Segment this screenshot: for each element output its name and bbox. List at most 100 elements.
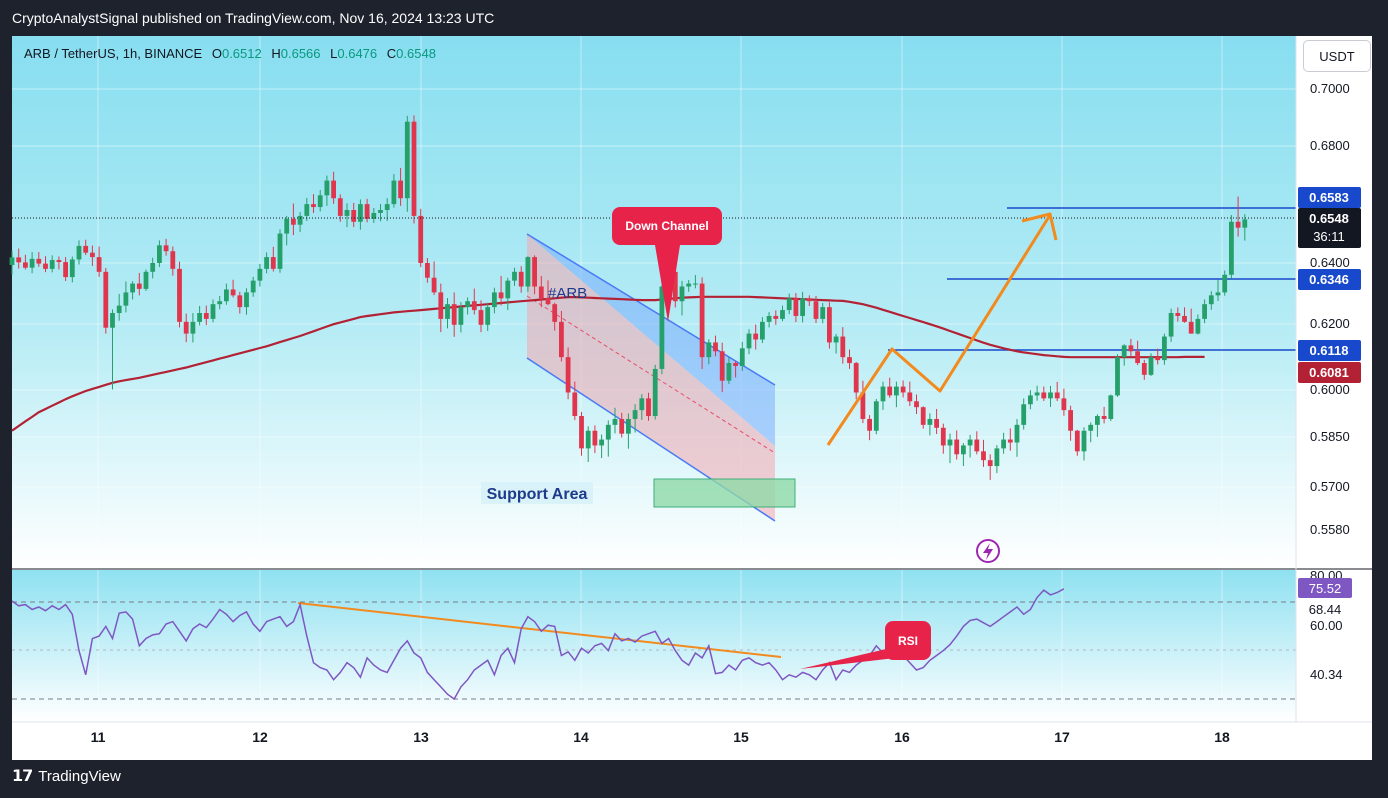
candle	[1175, 307, 1181, 322]
candle-body	[324, 180, 330, 196]
badge-top-level: 0.6583	[1298, 187, 1361, 208]
candle	[224, 283, 229, 305]
candle	[136, 272, 142, 296]
candle-body	[16, 257, 22, 263]
candle-body	[726, 363, 732, 381]
candle-body	[492, 292, 497, 308]
rsi-callout-label: RSI	[898, 634, 918, 648]
candle	[83, 239, 89, 256]
candle-body	[1108, 395, 1114, 419]
candle	[780, 305, 785, 322]
symbol-name[interactable]: ARB / TetherUS, 1h, BINANCE	[24, 46, 203, 61]
candle-body	[351, 210, 357, 222]
candle-body	[1141, 363, 1147, 375]
candle-body	[1034, 392, 1040, 396]
candle	[1188, 308, 1194, 334]
candle	[163, 238, 169, 256]
candle	[518, 266, 524, 293]
candle-body	[270, 257, 276, 269]
candle-body	[264, 257, 269, 269]
candle-body	[136, 283, 142, 289]
candle-body	[438, 292, 444, 319]
candle-body	[813, 301, 819, 319]
candle-body	[646, 398, 651, 417]
candle-body	[505, 280, 511, 299]
candle-body	[947, 439, 953, 446]
candle-body	[1115, 357, 1120, 396]
candle-body	[69, 259, 75, 278]
price-tick-label: 0.6000	[1310, 382, 1350, 397]
candle	[1007, 428, 1013, 451]
candle	[579, 411, 584, 456]
candle	[538, 275, 544, 308]
candle	[337, 194, 343, 222]
candle-body	[36, 258, 42, 264]
tradingview-logo[interactable]: 𝟭𝟳 TradingView	[12, 766, 121, 786]
candle-body	[887, 386, 893, 396]
projection-arrow-head	[1021, 212, 1058, 241]
candle-body	[954, 439, 960, 455]
candle	[1101, 406, 1107, 424]
candle	[1021, 398, 1027, 430]
candle	[706, 339, 712, 365]
candle-body	[404, 121, 410, 199]
badge-rsi-value: 75.52	[1298, 578, 1352, 598]
candle-body	[840, 336, 846, 358]
candle-body	[626, 418, 631, 434]
candle	[813, 295, 819, 324]
candle	[364, 198, 370, 223]
candle-body	[498, 292, 504, 299]
candle-body	[1001, 439, 1006, 449]
candle	[1202, 299, 1207, 324]
currency-button[interactable]: USDT	[1303, 40, 1371, 72]
candle	[230, 279, 236, 298]
candle	[36, 252, 42, 267]
candle	[1229, 215, 1234, 279]
price-axis[interactable]: 0.7000 0.6800 0.6400 0.6200 0.6000 0.585…	[1310, 81, 1350, 537]
candle	[143, 269, 149, 291]
candle-body	[257, 268, 263, 281]
candle	[431, 261, 437, 296]
candle-body	[592, 430, 598, 446]
candle	[1095, 414, 1100, 437]
symbol-ohlc-legend: ARB / TetherUS, 1h, BINANCE O0.6512 H0.6…	[24, 46, 436, 61]
time-axis[interactable]: 11 12 13 14 15 16 17 18	[91, 729, 1230, 745]
candle-body	[1054, 392, 1060, 399]
candle-body	[224, 289, 229, 302]
candle	[585, 426, 591, 462]
high-value: 0.6566	[280, 46, 321, 61]
candle	[217, 295, 223, 310]
candle-body	[827, 307, 832, 343]
candle-body	[1014, 424, 1020, 443]
candle-body	[130, 283, 135, 293]
candle	[311, 194, 316, 213]
candle	[498, 275, 504, 306]
candle-body	[860, 392, 866, 419]
candle-body	[719, 351, 725, 381]
candle	[860, 380, 866, 424]
candle	[512, 267, 517, 286]
candle	[237, 291, 243, 314]
svg-text:0.6583: 0.6583	[1309, 190, 1349, 205]
candle-body	[1074, 430, 1080, 452]
projection-arrow-path	[826, 214, 1052, 446]
rsi-tick-label: 60.00	[1310, 618, 1343, 633]
candle-body	[585, 430, 591, 449]
candle-body	[1175, 313, 1181, 316]
candle	[733, 360, 738, 378]
candle-body	[217, 301, 223, 305]
candle	[525, 256, 531, 292]
rsi-tick-label: 40.34	[1310, 667, 1343, 682]
flash-alert-icon[interactable]	[976, 539, 1000, 563]
candle	[1135, 340, 1140, 366]
support-zone	[653, 478, 796, 508]
candle	[478, 300, 484, 333]
publisher-header: CryptoAnalystSignal published on Trading…	[12, 10, 495, 26]
candle-body	[565, 357, 571, 393]
channel-upper-line	[526, 233, 776, 386]
candle-body	[518, 271, 524, 287]
candle	[177, 261, 182, 328]
candle	[190, 313, 196, 343]
candle-body	[652, 368, 658, 417]
